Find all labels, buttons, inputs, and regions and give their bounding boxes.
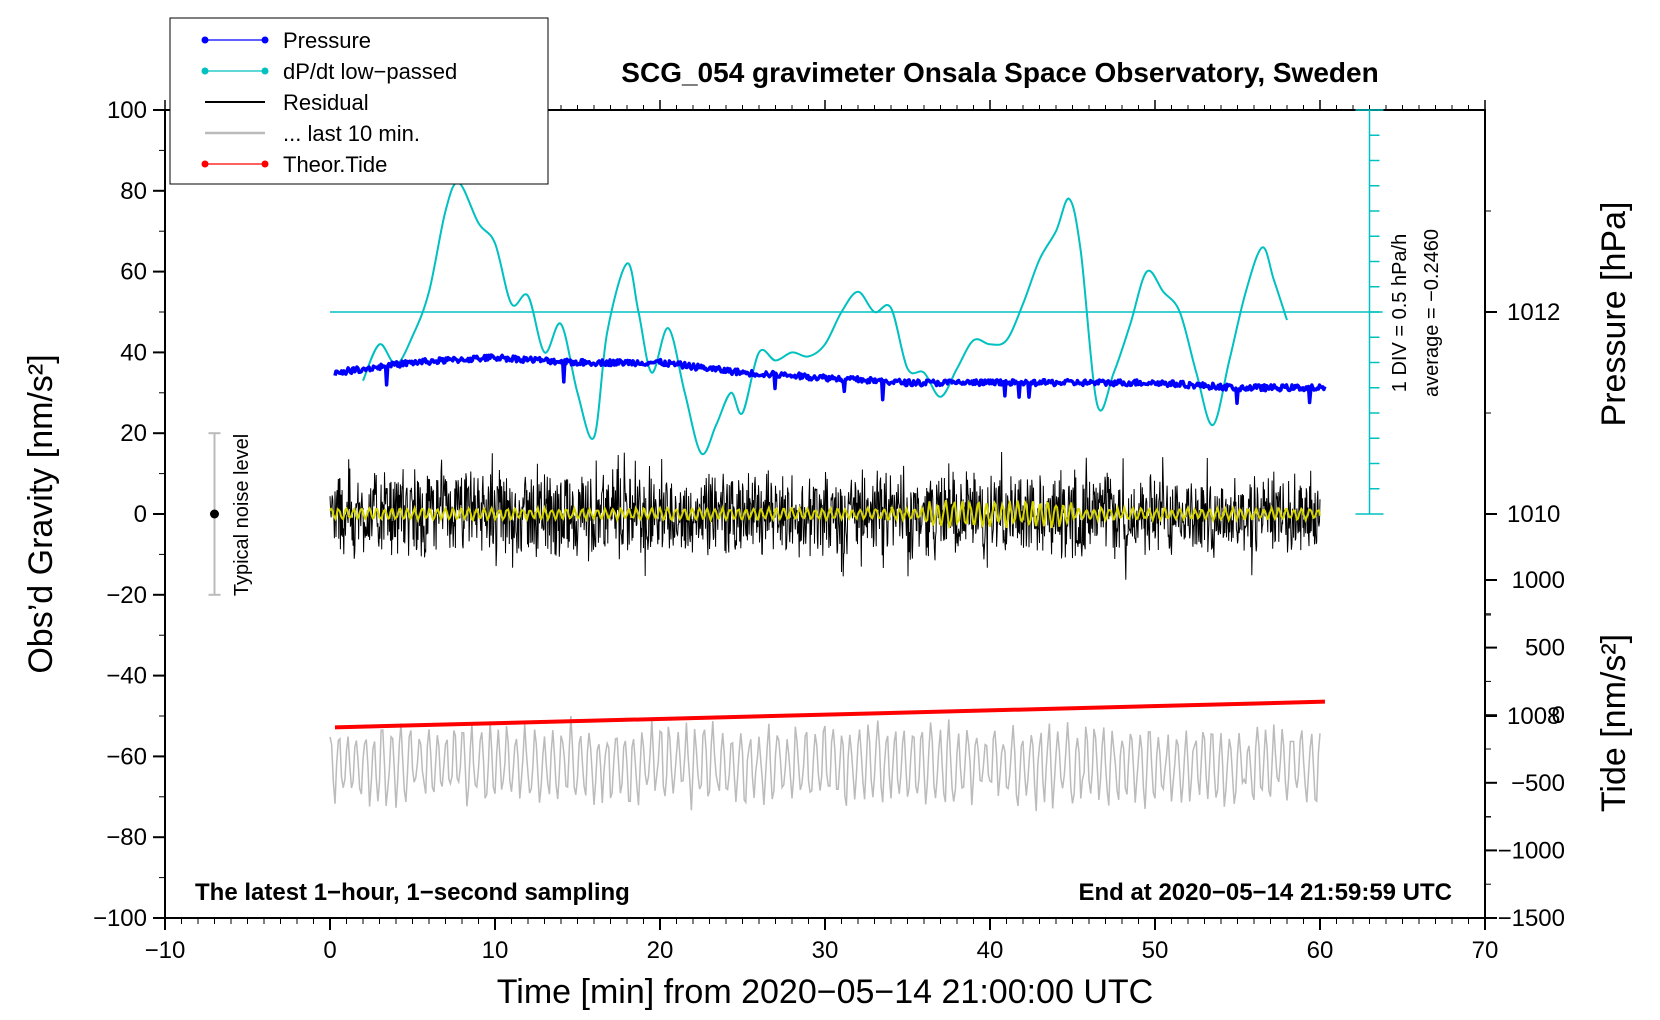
annotation-right: End at 2020−05−14 21:59:59 UTC — [1078, 879, 1452, 906]
dpdt-scale-div-label: 1 DIV = 0.5 hPa/h — [1389, 234, 1411, 392]
x-tick-label: 30 — [812, 937, 839, 964]
y-tick-label: −60 — [106, 743, 147, 770]
series-theor-tide — [334, 699, 1326, 730]
x-tick-label: 60 — [1307, 937, 1334, 964]
legend-marker — [261, 67, 269, 75]
dpdt-average-label: average = −0.2460 — [1421, 229, 1443, 397]
series-dpdt-lowpassed — [362, 181, 1288, 456]
noise-bar-center — [210, 509, 219, 519]
x-tick-label: 40 — [977, 937, 1004, 964]
legend-marker — [261, 160, 269, 168]
tide-tick-label: 500 — [1525, 635, 1565, 662]
tide-tick-label: 0 — [1552, 702, 1565, 729]
y-tick-label: 20 — [120, 420, 147, 447]
series-residual-smoothed — [329, 499, 1321, 530]
tide-tick-label: −1500 — [1498, 905, 1565, 932]
series-pressure — [333, 353, 1327, 405]
x-tick-label: 50 — [1142, 937, 1169, 964]
x-tick-label: −10 — [145, 937, 186, 964]
x-tick-label: 70 — [1472, 937, 1499, 964]
pressure-tick-label: 1012 — [1507, 299, 1560, 326]
series-last-10-min — [329, 715, 1321, 812]
legend-marker — [201, 36, 209, 44]
y-tick-label: −100 — [93, 905, 147, 932]
x-tick-label: 20 — [647, 937, 674, 964]
annotation-left: The latest 1−hour, 1−second sampling — [195, 879, 630, 906]
y-tick-label: 100 — [107, 97, 147, 124]
pressure-tick-label: 1010 — [1507, 501, 1560, 528]
axes-layer: −10 0 10 20 30 40 50 60 70−100−80−60−40−20020406… — [93, 97, 1565, 964]
tide-tick-label: 1000 — [1512, 567, 1565, 594]
y-tick-label: −80 — [106, 824, 147, 851]
pressure-axis-title: Pressure [hPa] — [1595, 202, 1633, 427]
tide-tick-label: −500 — [1511, 770, 1565, 797]
noise-level-label: Typical noise level — [231, 434, 253, 596]
chart-title: SCG_054 gravimeter Onsala Space Observat… — [621, 57, 1378, 88]
legend-label: Residual — [283, 90, 369, 115]
series-layer — [329, 181, 1383, 812]
y-tick-label: 80 — [120, 178, 147, 205]
pressure-trace — [333, 353, 1327, 405]
y-tick-label: 40 — [120, 339, 147, 366]
tide-tick-label: −1000 — [1498, 837, 1565, 864]
legend-label: Theor.Tide — [283, 152, 387, 177]
legend: Pressure dP/dt low−passed Residual ... last… — [169, 17, 549, 185]
tide-axis-title: Tide [nm/s²] — [1595, 634, 1633, 812]
y-tick-label: 0 — [134, 501, 147, 528]
legend-label: dP/dt low−passed — [283, 59, 457, 84]
y-tick-label: 60 — [120, 259, 147, 286]
pressure-tick-label: 1008 — [1507, 703, 1560, 730]
x-tick-label: 0 — [323, 937, 336, 964]
x-axis-title: Time [min] from 2020−05−14 21:00:00 UTC — [497, 973, 1153, 1011]
legend-label: Pressure — [283, 28, 371, 53]
legend-marker — [261, 36, 269, 44]
y-axis-title: Obs’d Gravity [nm/s²] — [22, 354, 60, 673]
legend-marker — [201, 67, 209, 75]
legend-label: ... last 10 min. — [283, 121, 420, 146]
y-tick-label: −20 — [106, 582, 147, 609]
legend-marker — [201, 160, 209, 168]
x-tick-label: 10 — [482, 937, 509, 964]
y-tick-label: −40 — [106, 663, 147, 690]
